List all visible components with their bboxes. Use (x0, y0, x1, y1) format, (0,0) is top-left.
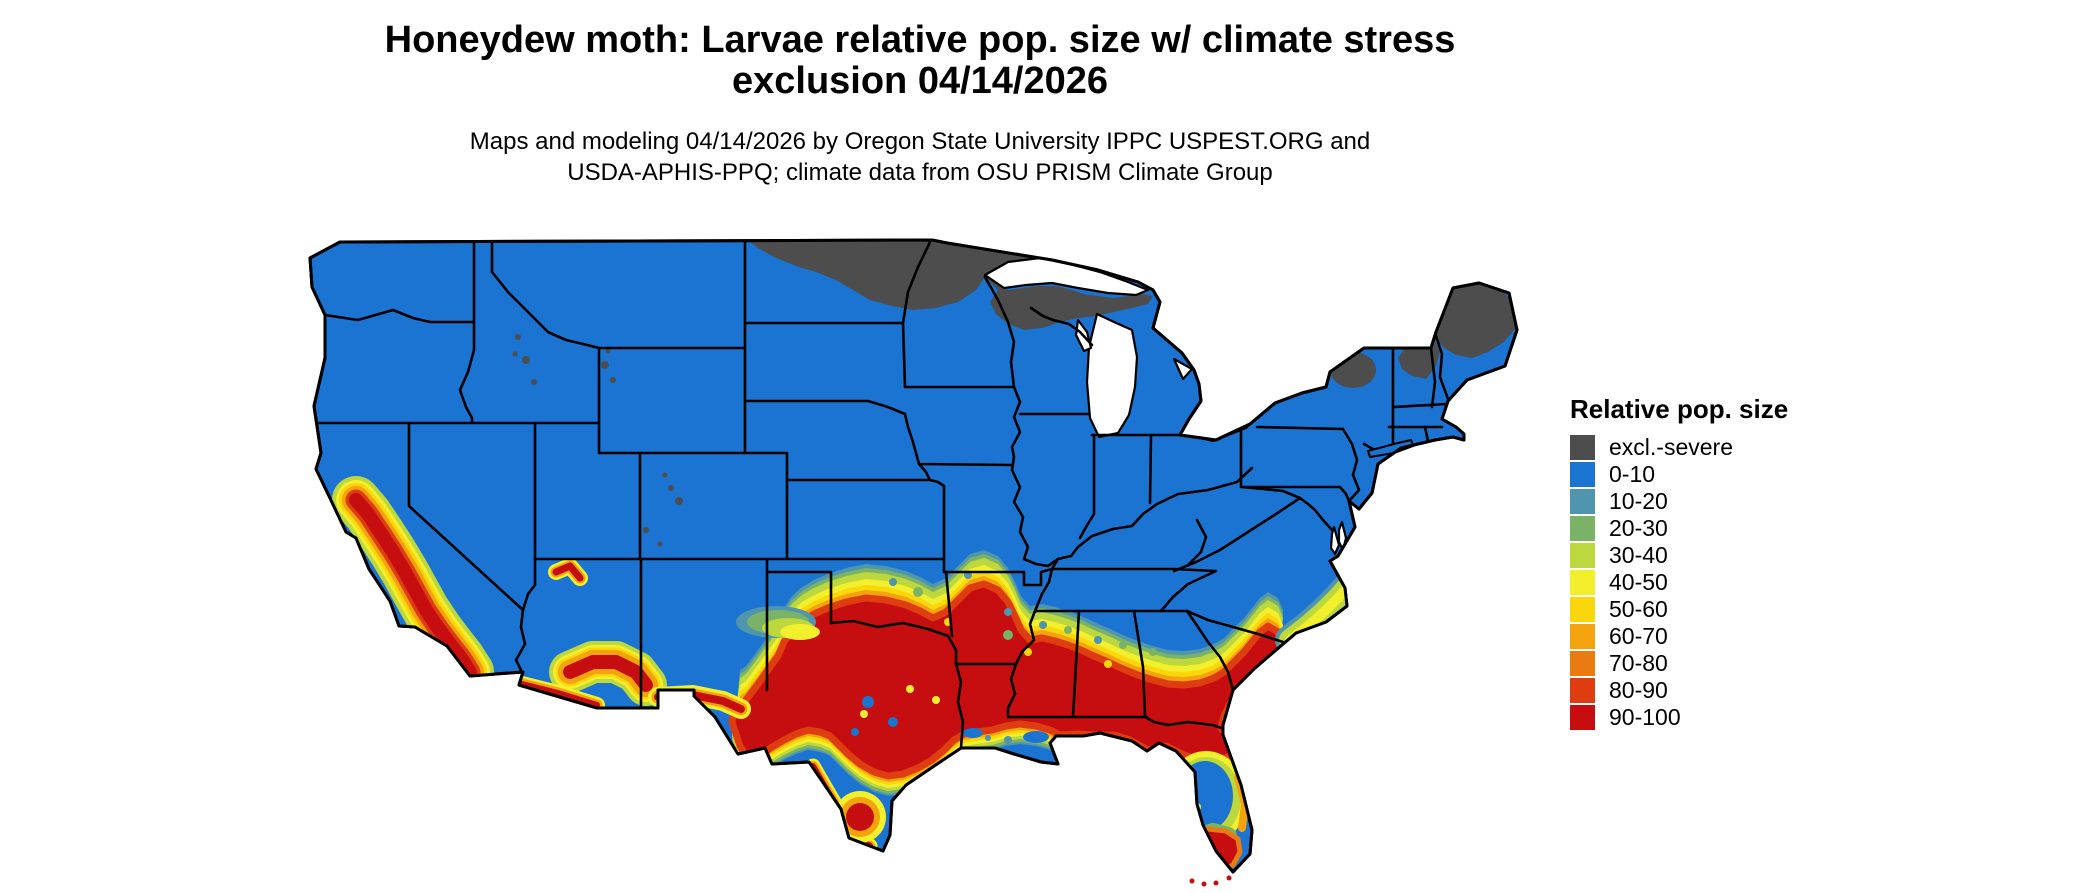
legend-swatch-icon (1570, 597, 1595, 622)
california-risk-strip (332, 476, 494, 696)
us-conus-choropleth-map (308, 238, 1519, 887)
azStrips-c90 (552, 562, 584, 582)
legend-entry: excl.-severe (1570, 434, 1990, 460)
transition-mottle-west (736, 606, 820, 640)
legend-swatch-icon (1570, 678, 1595, 703)
channel-islands (401, 650, 440, 672)
exclusion-mountain-specks (512, 334, 683, 547)
legend-entry: 10-20 (1570, 488, 1990, 514)
legend-entry-label: 10-20 (1609, 488, 1668, 514)
legend-entry-label: 0-10 (1609, 461, 1656, 487)
azStrips-c90 (563, 655, 653, 692)
exclusion-northern-plains (745, 240, 1078, 310)
map-subtitle-line2: USDA-APHIS-PPQ; climate data from OSU PR… (567, 159, 1273, 186)
legend-entry: 20-30 (1570, 515, 1990, 541)
legend-entry-label: 80-90 (1609, 677, 1668, 703)
exclusion-maine (1436, 283, 1516, 358)
legend-entry: 0-10 (1570, 461, 1990, 487)
legend-entry: 30-40 (1570, 542, 1990, 568)
legend-entry-label: 50-60 (1609, 596, 1668, 622)
legend-entry: 80-90 (1570, 677, 1990, 703)
legend-entry-label: 60-70 (1609, 623, 1668, 649)
legend-title: Relative pop. size (1570, 394, 1789, 424)
lake-michigan (1085, 312, 1139, 439)
legend-entry-label: 30-40 (1609, 542, 1668, 568)
legend: Relative pop. size excl.-severe 0-10 10-20… (1570, 394, 1990, 732)
legend-swatch-icon (1570, 435, 1595, 460)
legend-entry: 90-100 (1570, 704, 1990, 730)
mottle-specks (851, 571, 1157, 736)
saginaw-bay (1172, 357, 1194, 381)
legend-swatch-icon (1570, 651, 1595, 676)
legend-swatch-icon (1570, 624, 1595, 649)
florida-keys (1189, 875, 1232, 887)
map-subtitle-line1: Maps and modeling 04/14/2026 by Oregon S… (469, 128, 1371, 155)
legend-swatch-icon (1570, 516, 1595, 541)
state-borders (312, 240, 1450, 750)
caStrip-c90 (349, 493, 477, 679)
map-canvas (308, 232, 1528, 888)
legend-entry-label: 20-30 (1609, 515, 1668, 541)
legend-swatch-icon (1570, 489, 1595, 514)
legend-entry-label: 40-50 (1609, 569, 1668, 595)
us-outline (308, 238, 1519, 874)
legend-entry: 70-80 (1570, 650, 1990, 676)
legend-entry-label: 70-80 (1609, 650, 1668, 676)
map-title-line1: Honeydew moth: Larvae relative pop. size… (384, 19, 1456, 61)
legend-entry: 40-50 (1570, 569, 1990, 595)
exclusion-gray-regions (512, 240, 1516, 547)
legend-swatch-icon (1570, 462, 1595, 487)
legend-entry: 50-60 (1570, 596, 1990, 622)
map-subtitle: Maps and modeling 04/14/2026 by Oregon S… (308, 126, 1532, 188)
map-title-line2: exclusion 04/14/2026 (731, 60, 1109, 102)
legend-rows: excl.-severe 0-10 10-20 20-30 30-40 40-50 50-6… (1570, 434, 1990, 730)
legend-entry: 60-70 (1570, 623, 1990, 649)
legend-swatch-icon (1570, 705, 1595, 730)
azStrips-c90 (519, 681, 600, 708)
legend-entry-label: 90-100 (1609, 704, 1681, 730)
legend-entry-label: excl.-severe (1609, 434, 1733, 460)
exclusion-wisconsin-up (985, 277, 1153, 330)
gulf-coast-pockets (963, 728, 1049, 744)
legend-swatch-icon (1570, 570, 1595, 595)
map-title: Honeydew moth: Larvae relative pop. size… (308, 20, 1532, 102)
legend-swatch-icon (1570, 543, 1595, 568)
